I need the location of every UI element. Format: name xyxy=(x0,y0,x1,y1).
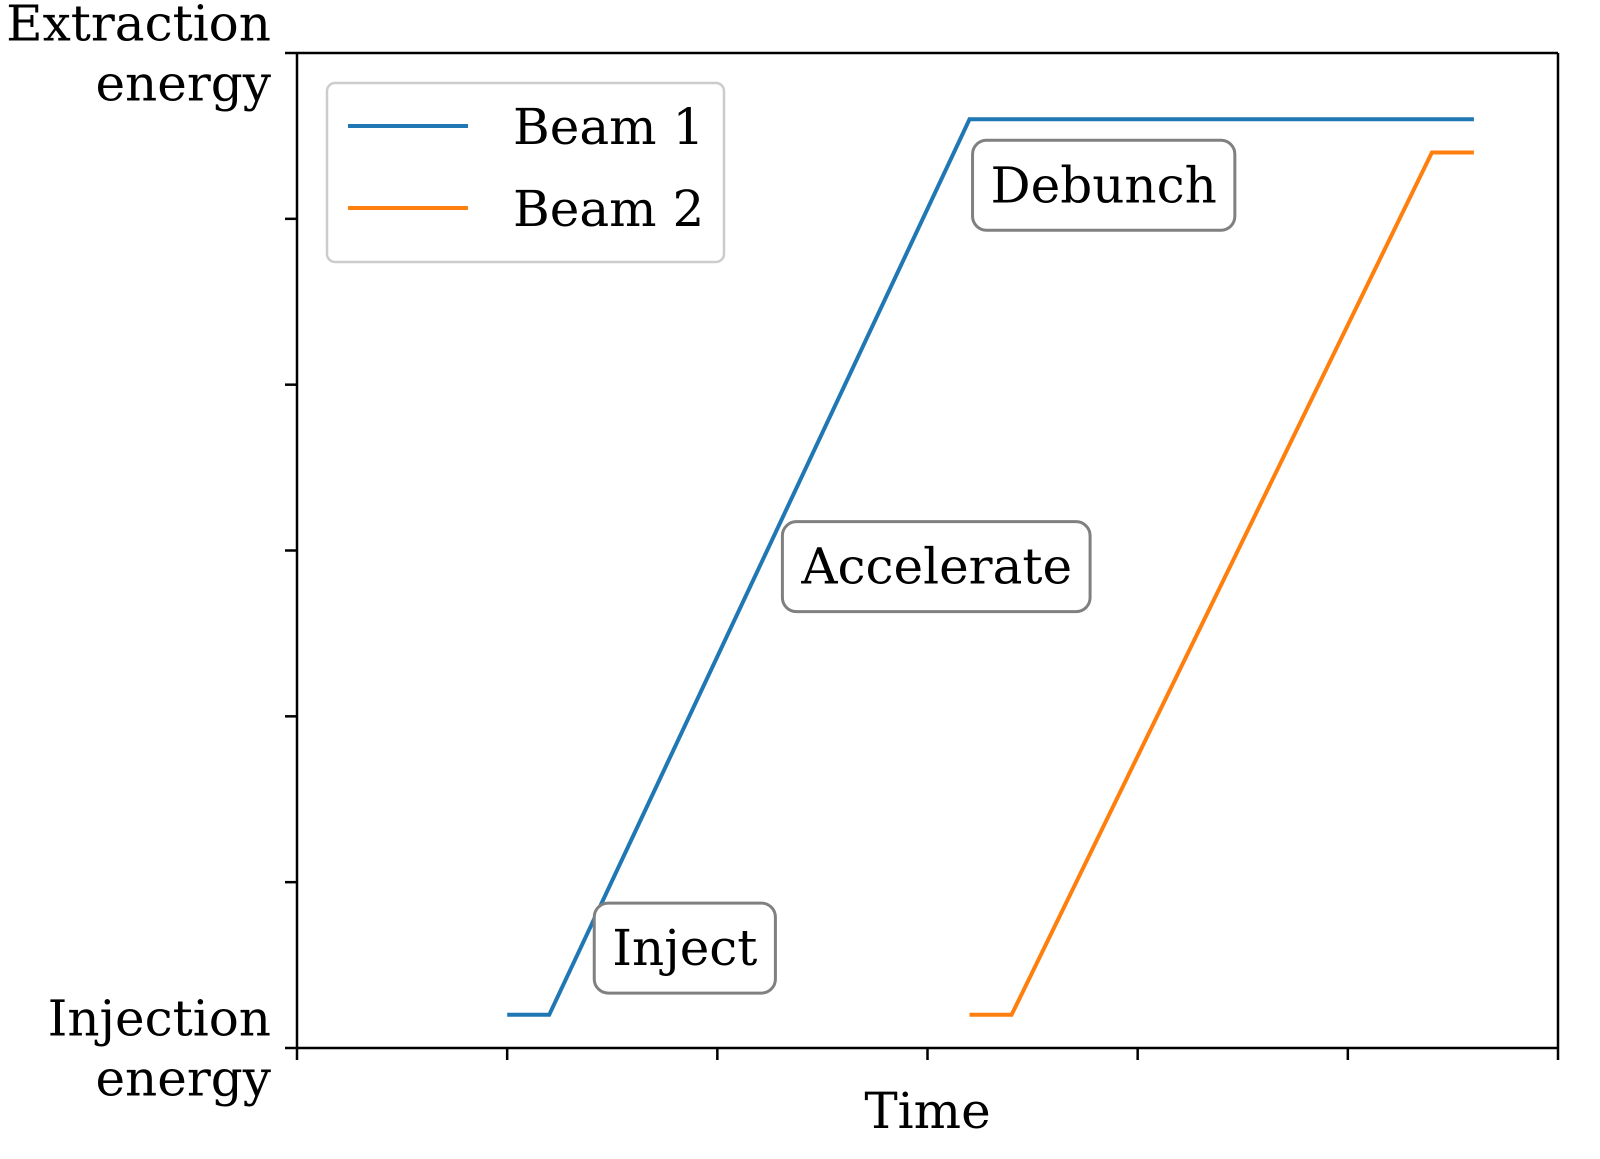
annotation-inject: Inject xyxy=(592,901,777,995)
annotation-box xyxy=(971,138,1237,232)
annotation-layer: Inject Accelerate Debunch xyxy=(592,138,1237,995)
y-tick-label-line: Injection xyxy=(48,990,271,1048)
y-tick-label-line: energy xyxy=(95,1050,271,1108)
annotation-text: Debunch xyxy=(991,156,1217,214)
x-axis-label: Time xyxy=(864,1082,990,1140)
y-tick-label-line: Extraction xyxy=(6,0,271,53)
annotation-text: Accelerate xyxy=(800,538,1072,596)
series-layer xyxy=(507,117,1474,1017)
series-line-2 xyxy=(969,150,1474,1017)
legend-label-2: Beam 2 xyxy=(513,180,704,238)
series-line-1 xyxy=(507,117,1474,1017)
legend: Beam 1 Beam 2 xyxy=(325,81,726,264)
axes-layer xyxy=(285,51,1560,1060)
y-tick-label-1: Injection energy xyxy=(48,990,272,1108)
y-tick-label-line: energy xyxy=(95,55,271,113)
annotation-text: Inject xyxy=(612,919,757,977)
y-tick-label-0: Extraction energy xyxy=(6,0,272,113)
annotation-box xyxy=(780,520,1092,614)
annotation-accelerate: Accelerate xyxy=(780,520,1092,614)
legend-label-1: Beam 1 xyxy=(513,98,704,156)
annotation-debunch: Debunch xyxy=(971,138,1237,232)
annotation-box xyxy=(592,901,777,995)
